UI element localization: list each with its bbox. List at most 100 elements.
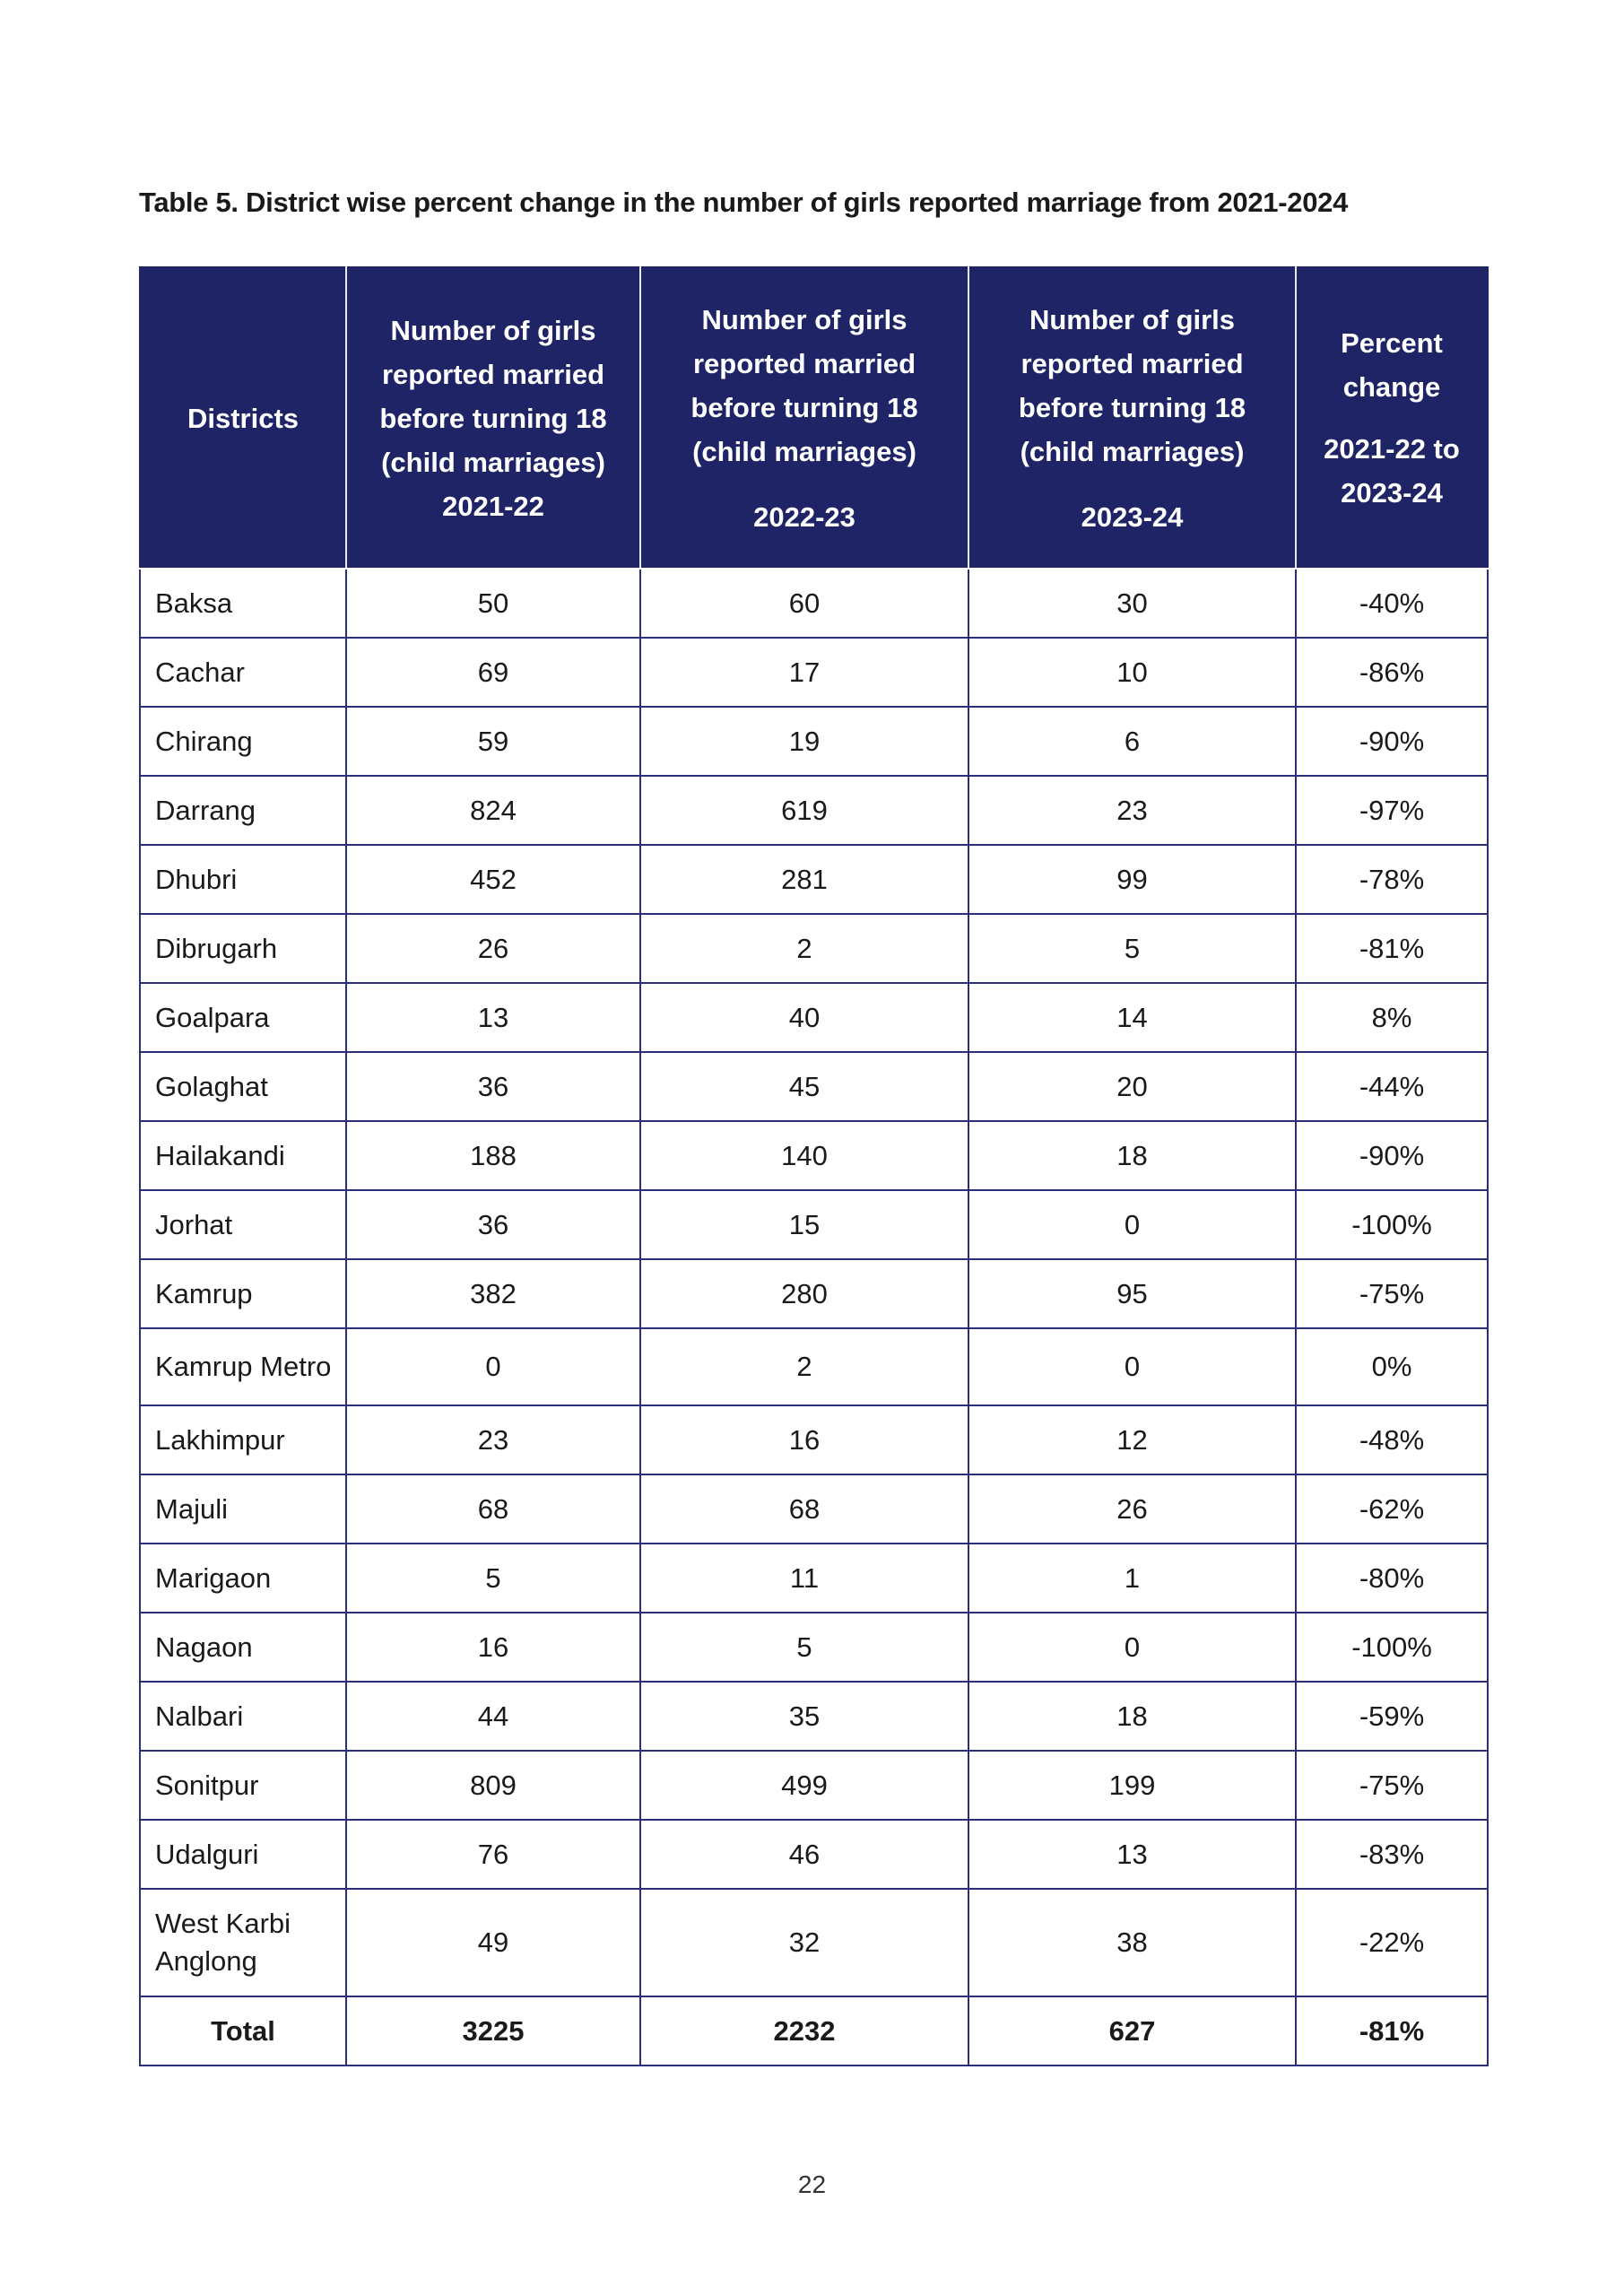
- table-row: Kamrup Metro 0 2 0 0%: [139, 1327, 1489, 1406]
- cell-y2022-23: 35: [639, 1681, 969, 1752]
- cell-y2021-22: 13: [345, 982, 641, 1053]
- table-row: Majuli 68 68 26 -62%: [139, 1474, 1489, 1544]
- cell-district: Nalbari: [139, 1681, 347, 1752]
- header-year: 2022-23: [753, 500, 855, 533]
- cell-y2023-24: 95: [968, 1258, 1297, 1329]
- cell-y2021-22: 36: [345, 1051, 641, 1122]
- cell-percent-change: 8%: [1295, 982, 1489, 1053]
- cell-y2023-24: 0: [968, 1327, 1297, 1406]
- cell-y2021-22: 188: [345, 1120, 641, 1191]
- table-row: Golaghat 36 45 20 -44%: [139, 1051, 1489, 1122]
- table-row: Chirang 59 19 6 -90%: [139, 706, 1489, 777]
- cell-y2022-23: 2: [639, 913, 969, 984]
- table-row: Kamrup 382 280 95 -75%: [139, 1258, 1489, 1329]
- cell-y2023-24: 10: [968, 637, 1297, 708]
- table-title: Table 5. District wise percent change in…: [139, 187, 1349, 218]
- total-y2022-23: 2232: [639, 1996, 969, 2066]
- page-number: 22: [797, 2170, 827, 2198]
- cell-y2023-24: 1: [968, 1543, 1297, 1613]
- cell-y2023-24: 18: [968, 1681, 1297, 1752]
- header-label: Number of girls reported married before …: [379, 314, 607, 478]
- cell-y2023-24: 38: [968, 1888, 1297, 1997]
- cell-district: Nagaon: [139, 1612, 347, 1683]
- cell-y2021-22: 452: [345, 844, 641, 915]
- cell-y2022-23: 68: [639, 1474, 969, 1544]
- header-label: Districts: [187, 402, 300, 434]
- cell-y2023-24: 199: [968, 1750, 1297, 1821]
- cell-y2023-24: 18: [968, 1120, 1297, 1191]
- cell-percent-change: -75%: [1295, 1750, 1489, 1821]
- cell-y2023-24: 99: [968, 844, 1297, 915]
- cell-y2022-23: 16: [639, 1405, 969, 1475]
- cell-percent-change: -100%: [1295, 1612, 1489, 1683]
- cell-y2022-23: 45: [639, 1051, 969, 1122]
- header-year: 2023-24: [1081, 500, 1184, 533]
- cell-percent-change: -48%: [1295, 1405, 1489, 1475]
- cell-y2023-24: 20: [968, 1051, 1297, 1122]
- table-row: Nalbari 44 35 18 -59%: [139, 1681, 1489, 1752]
- cell-percent-change: -97%: [1295, 775, 1489, 846]
- cell-district: Majuli: [139, 1474, 347, 1544]
- cell-district: Cachar: [139, 637, 347, 708]
- header-percent-change: Percent change 2021-22 to 2023-24: [1295, 266, 1489, 570]
- cell-y2022-23: 280: [639, 1258, 969, 1329]
- table-row: Darrang 824 619 23 -97%: [139, 775, 1489, 846]
- cell-y2023-24: 14: [968, 982, 1297, 1053]
- cell-percent-change: -80%: [1295, 1543, 1489, 1613]
- table-row: Nagaon 16 5 0 -100%: [139, 1612, 1489, 1683]
- cell-percent-change: -62%: [1295, 1474, 1489, 1544]
- cell-y2022-23: 17: [639, 637, 969, 708]
- cell-y2021-22: 76: [345, 1819, 641, 1890]
- cell-y2022-23: 46: [639, 1819, 969, 1890]
- cell-district: Hailakandi: [139, 1120, 347, 1191]
- cell-district: Jorhat: [139, 1189, 347, 1260]
- cell-y2023-24: 0: [968, 1189, 1297, 1260]
- cell-percent-change: -90%: [1295, 1120, 1489, 1191]
- cell-district: West Karbi Anglong: [139, 1888, 347, 1997]
- cell-percent-change: -75%: [1295, 1258, 1489, 1329]
- cell-y2022-23: 5: [639, 1612, 969, 1683]
- cell-y2023-24: 12: [968, 1405, 1297, 1475]
- table-row: Cachar 69 17 10 -86%: [139, 637, 1489, 708]
- header-2022-23: Number of girls reported married before …: [639, 266, 969, 570]
- header-year: 2021-22 to 2023-24: [1324, 433, 1460, 509]
- total-y2021-22: 3225: [345, 1996, 641, 2066]
- cell-y2021-22: 69: [345, 637, 641, 708]
- cell-y2022-23: 60: [639, 568, 969, 639]
- total-y2023-24: 627: [968, 1996, 1297, 2066]
- district-table: Districts Number of girls reported marri…: [139, 266, 1489, 2066]
- total-row: Total 3225 2232 627 -81%: [139, 1996, 1489, 2066]
- cell-percent-change: -81%: [1295, 913, 1489, 984]
- cell-y2021-22: 59: [345, 706, 641, 777]
- cell-district: Dhubri: [139, 844, 347, 915]
- table-row: Goalpara 13 40 14 8%: [139, 982, 1489, 1053]
- header-row: Districts Number of girls reported marri…: [139, 266, 1489, 570]
- cell-y2021-22: 68: [345, 1474, 641, 1544]
- cell-district: Marigaon: [139, 1543, 347, 1613]
- cell-percent-change: -40%: [1295, 568, 1489, 639]
- cell-percent-change: 0%: [1295, 1327, 1489, 1406]
- table-row: Marigaon 5 11 1 -80%: [139, 1543, 1489, 1613]
- cell-percent-change: -78%: [1295, 844, 1489, 915]
- table-row: West Karbi Anglong 49 32 38 -22%: [139, 1888, 1489, 1997]
- cell-district: Sonitpur: [139, 1750, 347, 1821]
- cell-y2021-22: 824: [345, 775, 641, 846]
- cell-y2021-22: 44: [345, 1681, 641, 1752]
- header-districts: Districts: [139, 266, 347, 570]
- cell-district: Dibrugarh: [139, 913, 347, 984]
- table-row: Hailakandi 188 140 18 -90%: [139, 1120, 1489, 1191]
- cell-y2023-24: 6: [968, 706, 1297, 777]
- cell-y2023-24: 23: [968, 775, 1297, 846]
- header-label: Percent change: [1341, 327, 1443, 403]
- cell-y2023-24: 5: [968, 913, 1297, 984]
- cell-district: Kamrup: [139, 1258, 347, 1329]
- cell-y2022-23: 499: [639, 1750, 969, 1821]
- table-row: Jorhat 36 15 0 -100%: [139, 1189, 1489, 1260]
- cell-district: Darrang: [139, 775, 347, 846]
- cell-percent-change: -59%: [1295, 1681, 1489, 1752]
- cell-y2021-22: 36: [345, 1189, 641, 1260]
- cell-y2022-23: 40: [639, 982, 969, 1053]
- cell-y2021-22: 0: [345, 1327, 641, 1406]
- cell-y2022-23: 619: [639, 775, 969, 846]
- cell-y2021-22: 49: [345, 1888, 641, 1997]
